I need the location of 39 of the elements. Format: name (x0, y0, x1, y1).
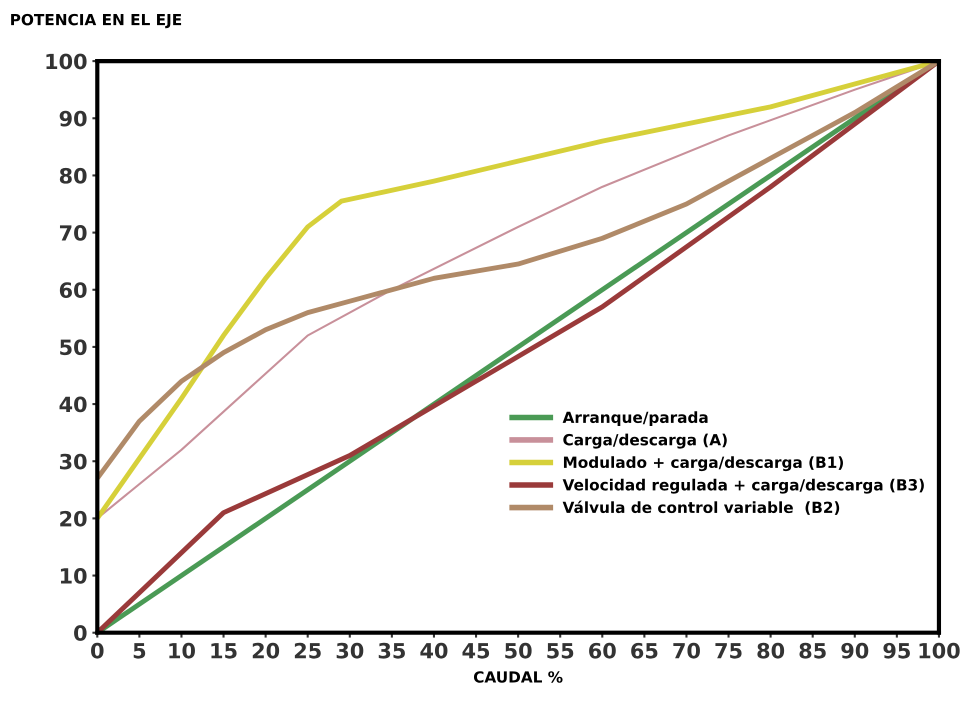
x-tick-label: 30 (336, 642, 364, 659)
chart-title: POTENCIA EN EL EJE (11, 14, 182, 28)
y-tick-label: 20 (60, 510, 87, 527)
y-tick-label: 100 (46, 54, 87, 70)
y-tick-label: 30 (60, 454, 87, 470)
x-tick-label: 20 (252, 642, 280, 659)
x-tick-label: 95 (883, 642, 910, 659)
x-tick-label: 15 (211, 643, 237, 659)
y-tick-label: 0 (74, 625, 87, 641)
x-tick-label: 75 (715, 643, 742, 659)
x-tick-label: 35 (378, 642, 405, 659)
x-tick-label: 5 (134, 643, 146, 659)
y-tick-label: 10 (60, 568, 87, 584)
legend-label: Válvula de control variable (B2) (562, 500, 840, 515)
y-tick-label: 40 (60, 396, 87, 412)
x-tick-label: 70 (673, 642, 700, 659)
x-tick-label: 50 (505, 642, 532, 659)
x-tick-label: 80 (757, 642, 784, 659)
y-tick-label: 70 (60, 225, 87, 241)
legend-label: Modulado + carga/descarga (B1) (564, 456, 843, 472)
x-tick-label: 60 (589, 642, 616, 659)
legend-label: Velocidad regulada + carga/descarga (B3) (562, 478, 924, 494)
x-tick-label: 90 (841, 642, 868, 659)
y-tick-label: 60 (60, 282, 87, 298)
x-tick-label: 55 (547, 643, 574, 659)
x-tick-label: 0 (91, 642, 104, 659)
x-tick-label: 40 (420, 642, 448, 659)
y-tick-label: 80 (60, 168, 87, 184)
x-axis-title: CAUDAL % (474, 671, 563, 683)
x-tick-label: 65 (631, 642, 658, 659)
x-tick-label: 100 (920, 642, 960, 659)
legend-label: Carga/descarga (A) (563, 434, 727, 449)
x-tick-label: 85 (799, 642, 826, 659)
x-tick-label: 25 (294, 642, 321, 659)
legend-label: Arranque/parada (562, 411, 708, 426)
y-tick-label: 50 (60, 339, 87, 356)
x-tick-label: 10 (169, 642, 195, 659)
x-tick-label: 45 (462, 643, 490, 659)
y-tick-label: 90 (60, 110, 87, 126)
